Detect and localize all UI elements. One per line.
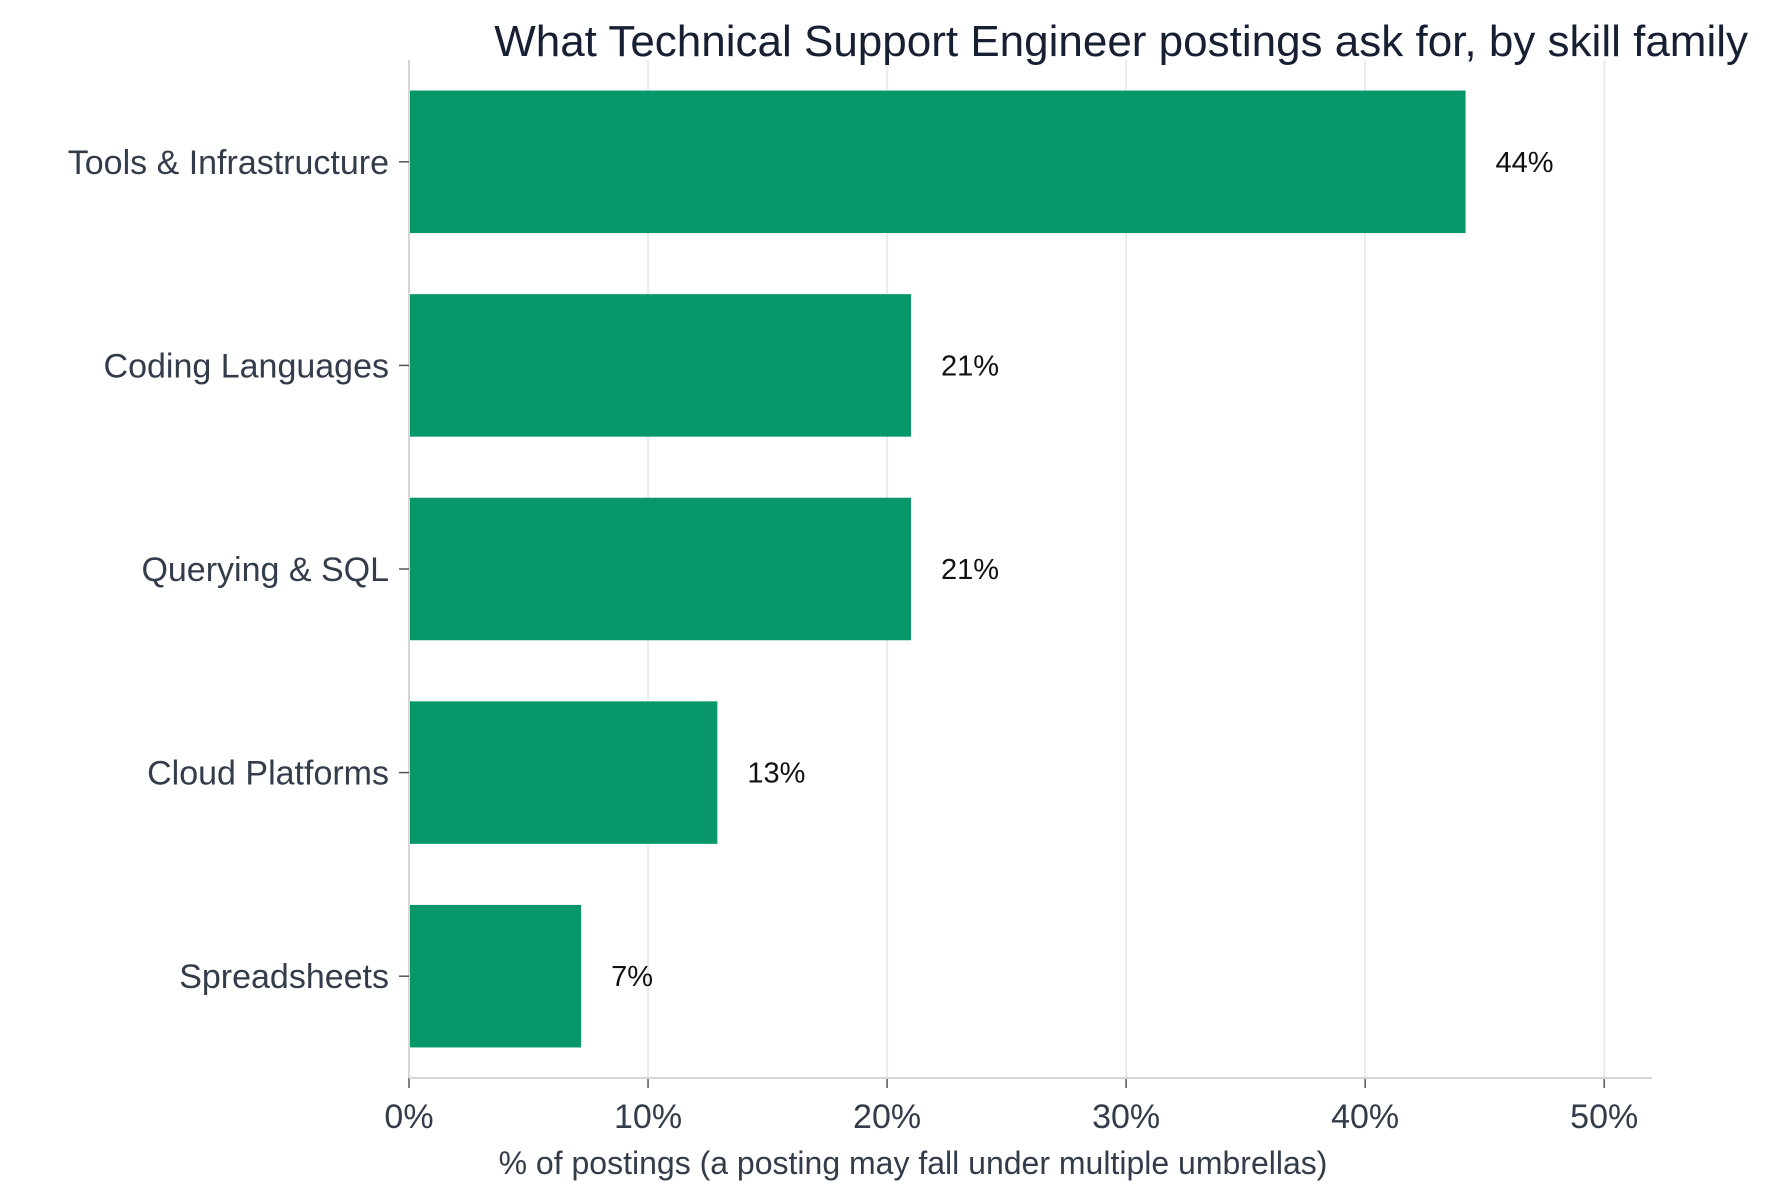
- bar-value-label: 21%: [941, 350, 999, 382]
- x-tick-label: 50%: [1570, 1098, 1638, 1136]
- bars: 44% 21% 21% 13% 7%: [409, 90, 1554, 1048]
- x-tick-label: 40%: [1331, 1098, 1399, 1136]
- bar-value-label: 7%: [611, 961, 653, 993]
- bar: [409, 701, 718, 844]
- bar-value-label: 21%: [941, 554, 999, 586]
- category-label: Coding Languages: [104, 347, 389, 385]
- x-tick-label: 0%: [384, 1098, 433, 1136]
- bar: [409, 904, 582, 1048]
- bar: [409, 497, 911, 641]
- category-label: Cloud Platforms: [147, 755, 389, 793]
- category-label: Querying & SQL: [141, 551, 389, 589]
- bar-value-label: 44%: [1496, 147, 1554, 179]
- x-tick-label: 10%: [614, 1098, 682, 1136]
- chart-title: What Technical Support Engineer postings…: [494, 17, 1748, 66]
- category-label: Tools & Infrastructure: [68, 144, 389, 182]
- bar-value-label: 13%: [747, 758, 805, 790]
- axes: 0% 10% 20% 30% 40% 50% Tools & Infrastructure C…: [68, 60, 1652, 1136]
- x-tick-label: 30%: [1092, 1098, 1160, 1136]
- x-axis-label: % of postings (a posting may fall under …: [499, 1145, 1328, 1181]
- category-label: Spreadsheets: [179, 958, 389, 996]
- x-tick-label: 20%: [853, 1098, 921, 1136]
- bar: [409, 90, 1466, 234]
- bar: [409, 294, 911, 437]
